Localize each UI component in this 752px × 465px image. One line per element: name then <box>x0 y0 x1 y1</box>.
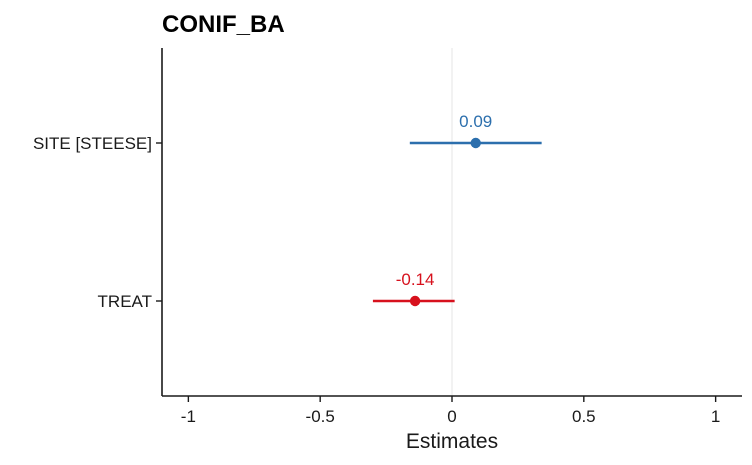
x-tick-label: 1 <box>711 407 720 426</box>
x-axis-label: Estimates <box>406 430 498 453</box>
x-tick-label: -1 <box>181 407 196 426</box>
y-tick-label: SITE [STEESE] <box>33 134 152 153</box>
x-tick-label: 0 <box>447 407 456 426</box>
estimate-point <box>409 295 421 307</box>
chart-title: CONIF_BA <box>162 11 285 38</box>
estimate-point <box>470 137 481 149</box>
estimate-value-label: -0.14 <box>396 270 435 289</box>
estimate-value-label: 0.09 <box>459 112 492 131</box>
x-tick-label: -0.5 <box>306 407 335 426</box>
x-tick-label: 0.5 <box>572 407 596 426</box>
y-tick-label: TREAT <box>98 292 152 311</box>
